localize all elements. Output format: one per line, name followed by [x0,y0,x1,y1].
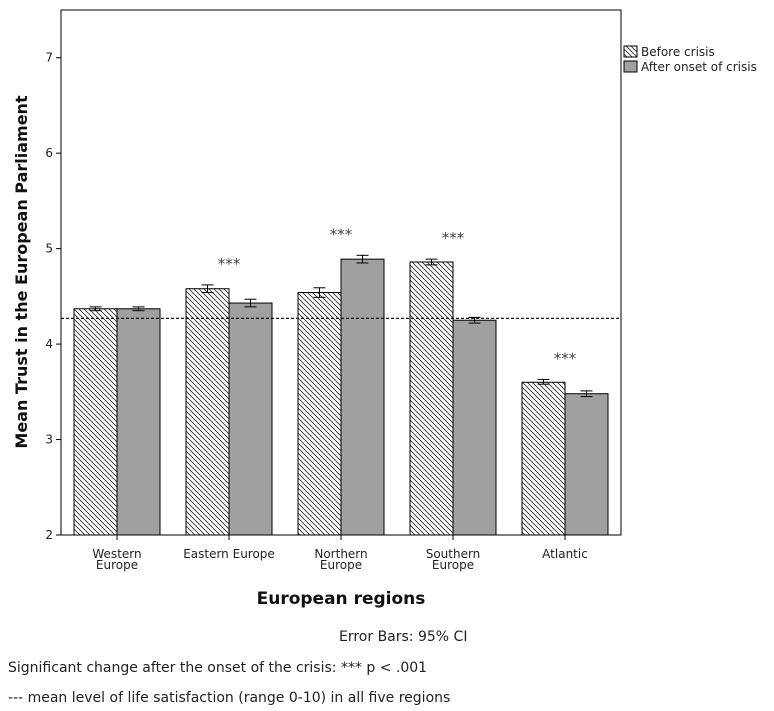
bar-before-crisis [73,308,118,536]
x-tick-label: Eastern Europe [183,547,275,561]
x-tick-label: Western Europe [92,547,141,572]
error-bar [356,254,369,264]
error-bar [132,306,145,312]
trust-bar-chart: 2 3 4 5 6 7 *** *** *** *** Western Europe Eastern… [12,9,757,609]
error-bar [201,284,214,294]
y-tick-label: 6 [45,146,53,160]
y-axis-title: Mean Trust in the European Parliament [12,95,31,449]
reference-line-note: --- mean level of life satisfaction (ran… [8,690,451,706]
error-bar [468,316,481,324]
significance-labels: *** *** *** *** [218,225,577,367]
legend-label: Before crisis [641,45,715,59]
significance-stars: *** [218,255,241,273]
bar-after-crisis [228,302,273,536]
x-tick-label: Northern Europe [314,547,367,572]
y-tick-label: 5 [45,242,53,256]
bar-before-crisis [185,288,230,536]
legend-label: After onset of crisis [641,60,757,74]
y-axis: 2 3 4 5 6 7 [45,51,61,542]
bar-after-crisis [452,319,497,536]
error-bar [425,258,438,266]
bar-after-crisis [116,308,161,536]
error-bar [537,378,550,385]
significance-stars: *** [554,349,577,367]
x-axis-title: European regions [257,589,426,609]
y-tick-label: 3 [45,433,53,447]
bar-before-crisis [297,292,342,536]
bar-after-crisis [564,393,609,536]
y-tick-label: 7 [45,51,53,65]
error-bar [580,390,593,398]
significance-stars: *** [330,225,353,243]
error-bars-note: Error Bars: 95% CI [339,629,468,645]
error-bar [313,287,326,298]
legend-swatch-after [623,60,638,73]
error-bar [89,306,102,312]
x-tick-label: Atlantic [542,547,588,561]
y-tick-label: 2 [45,528,53,542]
bar-after-crisis [340,258,385,536]
bar-before-crisis [409,261,454,536]
error-bars [89,254,593,398]
y-tick-label: 4 [45,337,53,351]
x-axis: Western Europe Eastern Europe Northern Europ… [92,535,588,572]
error-bar [244,298,257,308]
significance-note: Significant change after the onset of th… [8,660,428,676]
bar-before-crisis [521,381,566,536]
x-tick-label: Southern Europe [426,547,481,572]
significance-stars: *** [442,229,465,247]
legend-swatch-before [623,45,638,58]
